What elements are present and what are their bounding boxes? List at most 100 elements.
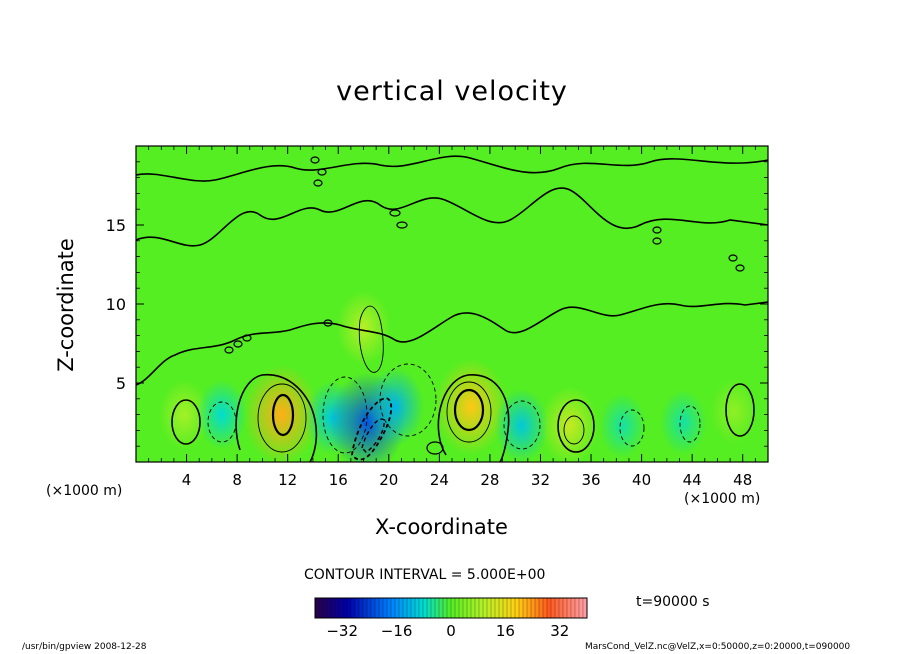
colorbar-cell bbox=[486, 597, 492, 619]
colorbar-cell bbox=[462, 597, 468, 619]
time-label: t=90000 s bbox=[636, 594, 710, 610]
contour-negative-line bbox=[379, 363, 437, 437]
contour-zero-line bbox=[437, 374, 510, 462]
heatmap-feature bbox=[599, 393, 647, 459]
contour-positive-line bbox=[257, 383, 307, 453]
colorbar-cell bbox=[442, 597, 448, 619]
colorbar-cell bbox=[518, 597, 524, 619]
colorbar-tick-label: 32 bbox=[550, 622, 569, 640]
colorbar-cell bbox=[554, 597, 560, 619]
contour-negative-line bbox=[361, 418, 385, 453]
footer-file: MarsCond_VelZ.nc@VelZ,x=0:50000,z=0:2000… bbox=[585, 642, 851, 652]
x-tick-label: 16 bbox=[329, 471, 348, 489]
colorbar-cell bbox=[378, 597, 384, 619]
colorbar-cell bbox=[490, 597, 496, 619]
x-tick-label: 24 bbox=[430, 471, 449, 489]
colorbar-cell bbox=[578, 597, 584, 619]
colorbar-cell bbox=[502, 597, 508, 619]
colorbar-tick-label: −16 bbox=[381, 622, 413, 640]
x-tick-label: 44 bbox=[683, 471, 702, 489]
contour-zero-line bbox=[136, 187, 768, 247]
contour-small-cell bbox=[396, 221, 408, 229]
heatmap-feature bbox=[158, 379, 210, 450]
colorbar-cell bbox=[458, 597, 464, 619]
contour-positive-line bbox=[358, 305, 384, 373]
colorbar-cell bbox=[474, 597, 480, 619]
colorbar-cell bbox=[394, 597, 400, 619]
x-tick-label: 12 bbox=[278, 471, 297, 489]
colorbar-cell bbox=[410, 597, 416, 619]
contour-zero-line bbox=[557, 399, 595, 453]
colorbar-cell bbox=[430, 597, 436, 619]
contour-small-cell bbox=[652, 237, 662, 245]
heatmap-feature bbox=[366, 367, 424, 446]
x-tick-label: 4 bbox=[182, 471, 192, 489]
colorbar-cell bbox=[530, 597, 536, 619]
colorbar-cell bbox=[478, 597, 484, 619]
colorbar-cell bbox=[466, 597, 472, 619]
contour-small-cell bbox=[242, 334, 252, 342]
contour-small-cell bbox=[652, 226, 662, 234]
heatmap-feature bbox=[336, 290, 391, 365]
colorbar-cell bbox=[370, 597, 376, 619]
contour-interval-label: CONTOUR INTERVAL = 5.000E+00 bbox=[304, 567, 546, 583]
heatmap-feature bbox=[196, 379, 248, 450]
colorbar-cell bbox=[546, 597, 552, 619]
contour-small-cell bbox=[426, 441, 444, 455]
contour-zero-line bbox=[235, 374, 318, 462]
colorbar-cell bbox=[398, 597, 404, 619]
contour-positive-line bbox=[446, 381, 492, 443]
colorbar-cell bbox=[534, 597, 540, 619]
y-axis-label: Z-coordinate bbox=[54, 238, 78, 372]
colorbar-cell bbox=[366, 597, 372, 619]
colorbar-cell bbox=[406, 597, 412, 619]
colorbar-cell bbox=[402, 597, 408, 619]
colorbar-cell bbox=[570, 597, 576, 619]
contour-zero-line bbox=[725, 383, 755, 437]
x-tick-label: 40 bbox=[632, 471, 651, 489]
heatmap-feature bbox=[659, 389, 707, 456]
colorbar-cell bbox=[446, 597, 452, 619]
contour-positive-line bbox=[271, 393, 295, 437]
colorbar-tick-label: −32 bbox=[326, 622, 358, 640]
colorbar-cell bbox=[374, 597, 380, 619]
colorbar-tick-label: 0 bbox=[446, 622, 456, 640]
colorbar-cell bbox=[326, 597, 332, 619]
colorbar-cell bbox=[382, 597, 388, 619]
x-unit-right: (×1000 m) bbox=[684, 491, 761, 507]
colorbar-cell bbox=[506, 597, 512, 619]
contour-negative-line bbox=[207, 401, 237, 443]
colorbar-cell bbox=[426, 597, 432, 619]
contour-positive-line bbox=[453, 388, 485, 432]
x-tick-label: 48 bbox=[733, 471, 752, 489]
colorbar-tick-label: 16 bbox=[496, 622, 515, 640]
contour-small-cell bbox=[317, 168, 327, 176]
heatmap-feature bbox=[434, 358, 507, 455]
heatmap-feature bbox=[710, 378, 758, 445]
colorbar-cell bbox=[522, 597, 528, 619]
x-tick-label: 8 bbox=[232, 471, 242, 489]
x-axis-label: X-coordinate bbox=[375, 515, 508, 539]
colorbar-cell bbox=[314, 597, 320, 619]
contour-positive-line bbox=[563, 415, 585, 445]
colorbar-cell bbox=[354, 597, 360, 619]
colorbar-cell bbox=[390, 597, 396, 619]
colorbar-cell bbox=[514, 597, 520, 619]
heatmap-feature bbox=[540, 386, 599, 462]
contour-small-cell bbox=[310, 156, 320, 164]
colorbar-cell bbox=[362, 597, 368, 619]
colorbar-cell bbox=[386, 597, 392, 619]
colorbar-cell bbox=[494, 597, 500, 619]
colorbar-cell bbox=[322, 597, 328, 619]
colorbar-cell bbox=[414, 597, 420, 619]
chart-title: vertical velocity bbox=[336, 76, 568, 107]
colorbar-cell bbox=[510, 597, 516, 619]
colorbar-cell bbox=[438, 597, 444, 619]
colorbar-cell bbox=[342, 597, 348, 619]
x-tick-label: 20 bbox=[379, 471, 398, 489]
contour-negative-line bbox=[679, 405, 701, 443]
colorbar-cell bbox=[350, 597, 356, 619]
y-tick-label: 15 bbox=[106, 216, 126, 235]
colorbar-cell bbox=[434, 597, 440, 619]
